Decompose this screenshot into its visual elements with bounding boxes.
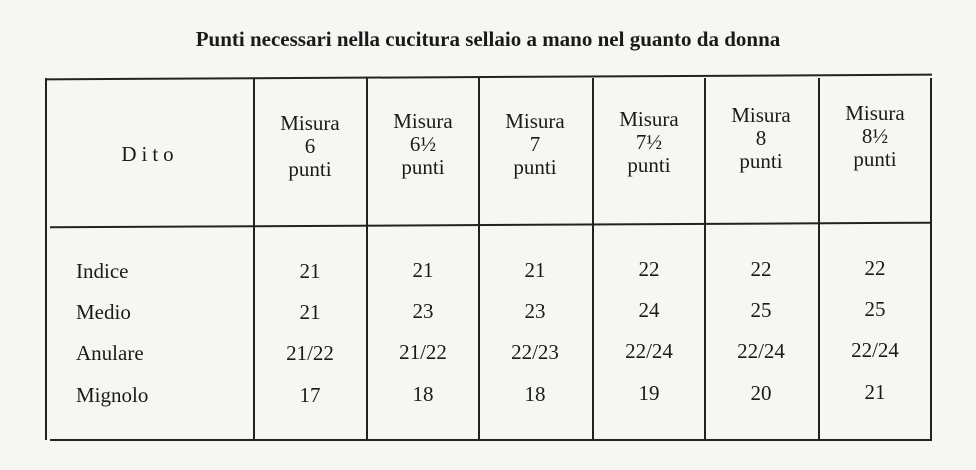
- table-cell: 21/22: [399, 340, 447, 365]
- column-header-line: punti: [288, 157, 332, 181]
- column-divider: [478, 78, 480, 440]
- table-cell: 25: [750, 297, 772, 322]
- table-cell: 22: [864, 256, 886, 280]
- table-cell: 21/22: [286, 341, 334, 365]
- column-header: Misura 6 punti: [254, 112, 366, 181]
- table-cell: 23: [524, 298, 546, 323]
- column-divider: [818, 78, 820, 440]
- column-header-line: Misura: [731, 103, 791, 127]
- row-label: Medio: [76, 300, 131, 324]
- column-header-line: Misura: [393, 109, 453, 133]
- table-cell: 22/24: [625, 339, 673, 364]
- header-rule: [50, 221, 930, 229]
- column-header-line: punti: [513, 155, 557, 179]
- column-header-line: 7: [529, 132, 541, 156]
- table-cell: 18: [412, 382, 434, 407]
- table-cell: 21: [299, 300, 321, 324]
- column-header-line: punti: [853, 147, 897, 171]
- column-header-line: 6½: [409, 132, 437, 156]
- table-cell: 24: [638, 298, 660, 323]
- table-cell: 22/24: [851, 338, 899, 362]
- table-cell: 25: [864, 297, 886, 321]
- column-header-line: punti: [627, 153, 671, 177]
- table-cell: 23: [412, 299, 434, 324]
- column-header-line: Misura: [280, 111, 340, 135]
- column-divider: [930, 78, 932, 440]
- table-cell: 21: [299, 259, 321, 283]
- table-title: Punti necessari nella cucitura sellaio a…: [195, 27, 781, 51]
- column-divider: [253, 78, 255, 440]
- table-cell: 22/24: [737, 338, 785, 363]
- column-header: Misura 6½ punti: [367, 110, 479, 179]
- table-cell: 19: [638, 381, 660, 406]
- table-cell: 21: [524, 257, 546, 282]
- column-header-line: Misura: [845, 101, 905, 125]
- column-header: Misura 7 punti: [479, 110, 591, 179]
- table-cell: 17: [299, 383, 321, 407]
- row-label: Mignolo: [76, 383, 149, 407]
- column-header: Misura 8 punti: [705, 104, 817, 173]
- column-header: Misura 8½ punti: [819, 102, 931, 171]
- column-header-line: punti: [401, 155, 445, 179]
- bottom-rule: [50, 439, 932, 441]
- table-cell: 21: [412, 258, 434, 283]
- column-header-line: Misura: [505, 109, 565, 133]
- column-divider: [704, 78, 706, 440]
- column-header-line: Misura: [619, 107, 679, 131]
- column-header-line: 8: [755, 126, 767, 150]
- column-header-line: punti: [739, 149, 783, 173]
- table-cell: 18: [524, 381, 546, 406]
- row-label: Anulare: [76, 341, 144, 365]
- corner-header: Dito: [121, 142, 179, 166]
- column-header-line: 8½: [861, 124, 889, 148]
- column-divider: [592, 78, 594, 440]
- table-cell: 22: [750, 256, 772, 281]
- table-cell: 22: [638, 257, 660, 282]
- table-cell: 20: [750, 380, 772, 405]
- row-label: Indice: [76, 259, 129, 283]
- column-divider: [366, 78, 368, 440]
- top-rule: [45, 73, 932, 81]
- table-cell: 21: [864, 380, 886, 404]
- column-header-line: 6: [304, 134, 316, 158]
- column-divider: [45, 78, 47, 440]
- column-header-line: 7½: [635, 130, 663, 154]
- table-cell: 22/23: [511, 339, 559, 364]
- column-header: Misura 7½ punti: [593, 108, 705, 177]
